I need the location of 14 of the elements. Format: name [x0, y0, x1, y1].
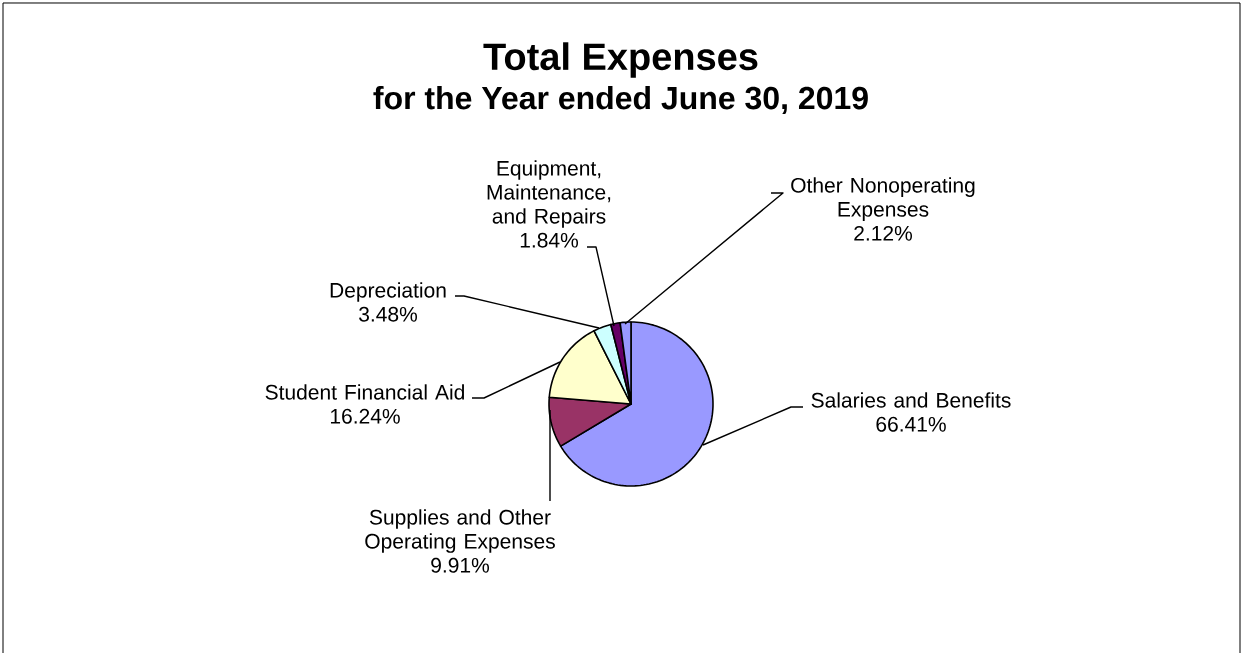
chart-title: Total Expenses — [483, 42, 758, 78]
data-label: 1.84% — [520, 233, 579, 248]
slice-label: Salaries and Benefits — [811, 392, 1011, 408]
data-label: 3.48% — [359, 307, 418, 322]
slice-label: Depreciation — [330, 282, 446, 303]
slice-label: Other Nonoperating Expenses — [791, 177, 975, 222]
data-label: 9.91% — [431, 558, 490, 573]
slice-label: Supplies and Other Operating Expenses — [365, 509, 555, 554]
data-label: 16.24% — [330, 409, 400, 424]
slice-label: Equipment, Maintenance, and Repairs — [487, 160, 611, 229]
data-label: 66.41% — [876, 417, 946, 432]
slice-label: Student Financial Aid — [265, 384, 464, 400]
chart-subtitle: for the Year ended June 30, 2019 — [373, 86, 868, 115]
data-label: 2.12% — [854, 226, 913, 241]
